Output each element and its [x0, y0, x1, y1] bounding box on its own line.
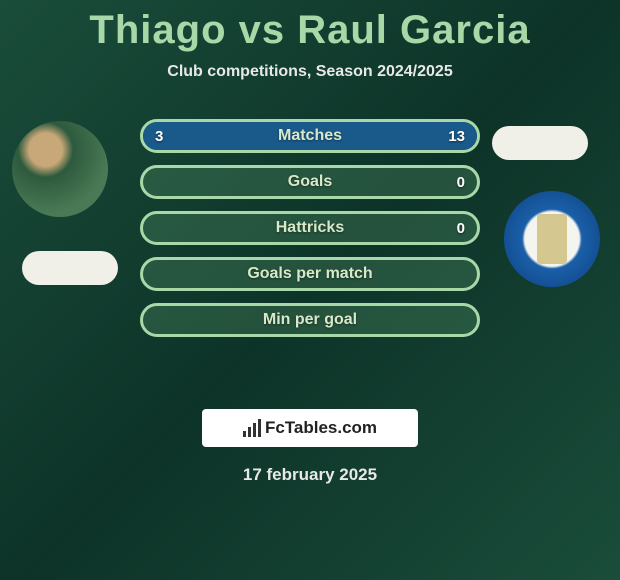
- stat-bar-value-right: 0: [445, 168, 477, 196]
- stat-bar-value-left: 3: [143, 122, 175, 150]
- player-left-flag: [22, 251, 118, 285]
- stat-bar-label: Goals: [143, 168, 477, 196]
- badge-emblem-icon: [537, 214, 567, 264]
- comparison-date: 17 february 2025: [0, 465, 620, 485]
- player-left-avatar: [12, 121, 108, 217]
- logo-chart-icon: [243, 419, 261, 437]
- comparison-subtitle: Club competitions, Season 2024/2025: [0, 63, 620, 81]
- stat-bar-label: Goals per match: [143, 260, 477, 288]
- stat-bar-label: Hattricks: [143, 214, 477, 242]
- player-right-flag: [492, 126, 588, 160]
- stat-bar-label: Matches: [143, 122, 477, 150]
- stat-bar-goals: Goals0: [140, 165, 480, 199]
- fctables-logo: FcTables.com: [202, 409, 418, 447]
- stat-bar-label: Min per goal: [143, 306, 477, 334]
- logo-text: FcTables.com: [265, 418, 377, 438]
- comparison-area: Matches313Goals0Hattricks0Goals per matc…: [0, 121, 620, 381]
- stat-bar-matches: Matches3 13: [140, 119, 480, 153]
- comparison-title: Thiago vs Raul Garcia: [0, 0, 620, 53]
- stat-bar-value-right: 13: [436, 122, 477, 150]
- stat-bar-value-right: 0: [445, 214, 477, 242]
- stat-bar-hattricks: Hattricks0: [140, 211, 480, 245]
- stat-bar-goals-per-match: Goals per match: [140, 257, 480, 291]
- stat-bar-min-per-goal: Min per goal: [140, 303, 480, 337]
- player-right-badge: [504, 191, 600, 287]
- stat-bars: Matches313Goals0Hattricks0Goals per matc…: [140, 119, 480, 349]
